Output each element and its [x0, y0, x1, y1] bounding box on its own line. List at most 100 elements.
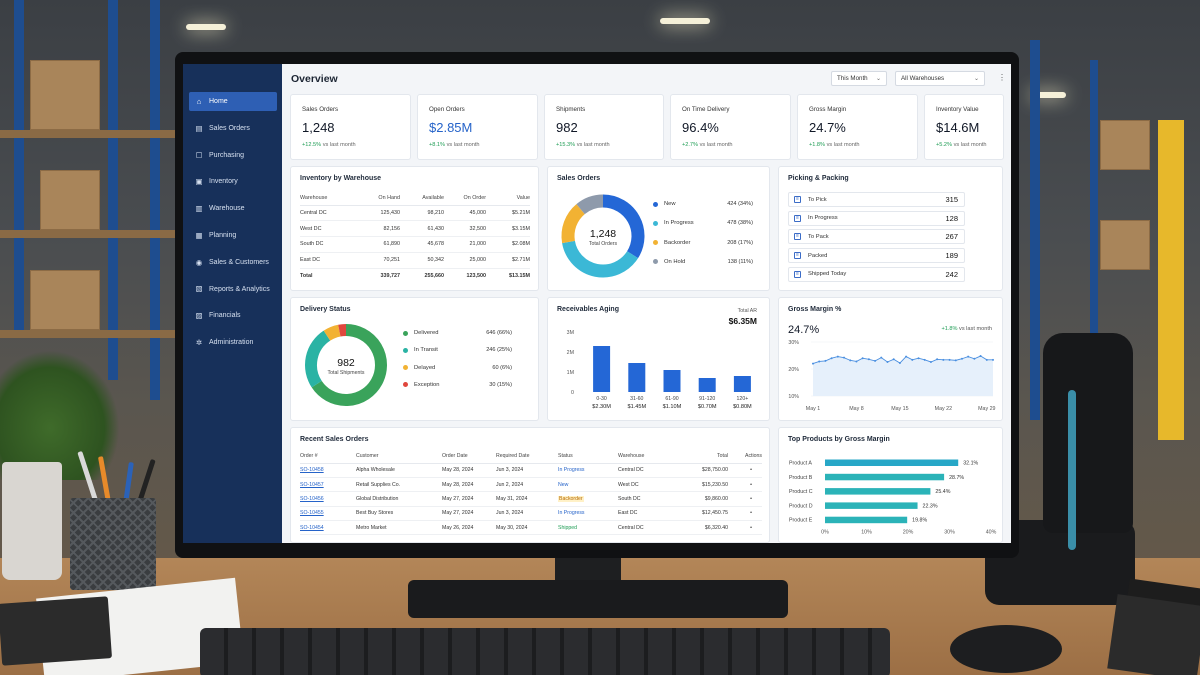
- gross-margin-point: [861, 357, 864, 360]
- sidebar-item-label: Purchasing: [209, 151, 245, 159]
- row-actions-button[interactable]: •: [728, 506, 762, 522]
- table-cell: 339,727: [380, 273, 401, 280]
- kpi-delta-text: vs last month: [322, 142, 356, 148]
- gross-margin-point: [923, 358, 926, 361]
- kpi-delta-value: +5.2%: [936, 142, 953, 148]
- x-tick-label: May 8: [849, 406, 863, 412]
- table-row[interactable]: SO-10455 Best Buy Stores May 27, 2024 Jun 3…: [300, 506, 762, 522]
- required-date-cell: Jun 3, 2024: [496, 506, 558, 522]
- top-bar: Overview This Month ⌄ All Warehouses ⌄ ⋮: [282, 64, 1011, 94]
- gross-margin-point: [948, 358, 951, 361]
- legend-label: Backorder: [664, 239, 691, 246]
- warehouse-dropdown[interactable]: All Warehouses ⌄: [895, 71, 985, 86]
- total-cell: $12,450.75: [672, 506, 728, 522]
- legend-label: In Progress: [664, 220, 694, 227]
- sidebar-item-label: Sales & Customers: [209, 258, 269, 266]
- table-row[interactable]: SO-10457 Retail Supplies Co. May 28, 2024 J…: [300, 477, 762, 493]
- x-tick-label: 61-90: [665, 396, 678, 402]
- page-title: Overview: [291, 73, 338, 85]
- ar-bar: [733, 376, 751, 392]
- period-dropdown-value: This Month: [837, 75, 868, 82]
- kpi-delta-value: +8.1%: [429, 142, 446, 148]
- gross-margin-point: [830, 357, 833, 360]
- total-cell: $15,230.50: [672, 477, 728, 493]
- gross-margin-point: [973, 357, 976, 360]
- sidebar-item-inventory[interactable]: ▣ Inventory: [189, 172, 277, 191]
- sidebar-item-home[interactable]: ⌂ Home: [189, 92, 277, 111]
- gross-margin-line-chart: 30% 20% 10% May 1 May 8 May 15 May 22 May 29: [788, 340, 995, 412]
- gross-margin-point: [886, 360, 889, 363]
- x-tick-label: May 1: [806, 406, 820, 412]
- clipboard-icon: ≡: [794, 252, 801, 260]
- table-row[interactable]: SO-10458 Alpha Wholesale May 28, 2024 Jun 3…: [300, 463, 762, 478]
- cardboard-box: [30, 60, 100, 130]
- sidebar-item-sales-customers[interactable]: ◉ Sales & Customers: [189, 253, 277, 272]
- total-ar-label: Total AR: [737, 308, 757, 314]
- row-actions-button[interactable]: •: [728, 463, 762, 478]
- table-row: West DC 82,156 61,430 32,500 $3.15M: [300, 220, 530, 238]
- sales-orders-center-value: 1,248: [590, 228, 616, 240]
- table-cell: West DC: [300, 220, 356, 238]
- order-link[interactable]: SO-10457: [300, 481, 324, 488]
- sidebar-item-sales-orders[interactable]: ▤ Sales Orders: [189, 119, 277, 138]
- column-header: Order Date: [442, 450, 496, 464]
- status-cell: In Progress: [558, 463, 618, 478]
- row-actions-button[interactable]: •: [728, 520, 762, 536]
- sidebar-item-administration[interactable]: ✲ Administration: [189, 333, 277, 352]
- gross-margin-point: [898, 362, 901, 365]
- picking-row[interactable]: ≡ Shipped Today 242: [788, 266, 965, 282]
- picking-row[interactable]: ≡ In Progress 128: [788, 210, 965, 226]
- row-actions-button[interactable]: •: [728, 491, 762, 507]
- sidebar-item-planning[interactable]: ▦ Planning: [189, 226, 277, 245]
- x-tick-label: 10%: [861, 530, 872, 536]
- status-cell: Shipped: [558, 520, 618, 536]
- legend-dot: [403, 365, 408, 371]
- x-tick-label: May 29: [978, 406, 995, 412]
- sidebar-item-reports-analytics[interactable]: ▧ Reports & Analytics: [189, 280, 277, 299]
- row-actions-button[interactable]: •: [728, 477, 762, 493]
- order-link[interactable]: SO-10455: [300, 510, 324, 517]
- picking-row[interactable]: ≡ To Pick 315: [788, 192, 965, 207]
- more-options-icon[interactable]: ⋮: [998, 73, 1006, 82]
- order-link[interactable]: SO-10458: [300, 467, 324, 474]
- status-cell: Backorder: [558, 491, 618, 507]
- x-tick-label: 0-30: [596, 396, 606, 402]
- sidebar-item-purchasing[interactable]: ▢ Purchasing: [189, 146, 277, 165]
- period-dropdown[interactable]: This Month ⌄: [831, 71, 887, 86]
- order-link[interactable]: SO-10454: [300, 524, 324, 531]
- gross-margin-point: [967, 355, 970, 358]
- kpi-card: Inventory Value $14.6M +5.2% vs last month: [924, 94, 1004, 160]
- sidebar-item-financials[interactable]: ▨ Financials: [189, 306, 277, 325]
- picking-row[interactable]: ≡ To Pack 267: [788, 229, 965, 245]
- table-row[interactable]: SO-10454 Metro Market May 26, 2024 May 30, …: [300, 520, 762, 536]
- warehouse-cell: Central DC: [618, 463, 672, 478]
- home-icon: ⌂: [196, 96, 202, 106]
- legend-item: Exception: [403, 382, 439, 388]
- shelving-rack: [14, 0, 24, 330]
- dashboard-screen: ⌂ Home ▤ Sales Orders ▢ Purchasing ▣ Inventory ▥…: [183, 64, 1011, 543]
- gross-margin-point: [929, 360, 932, 363]
- legend-dot: [653, 201, 658, 207]
- sidebar-item-label: Reports & Analytics: [209, 285, 270, 293]
- ar-bar: [663, 370, 681, 392]
- bar-amount-label: $2.30M: [592, 404, 611, 410]
- column-header: Actions: [728, 450, 762, 464]
- kpi-delta: +15.3% vs last month: [556, 142, 610, 148]
- table-row[interactable]: SO-10456 Global Distribution May 27, 2024 M…: [300, 491, 762, 507]
- picking-row[interactable]: ≡ Packed 189: [788, 248, 965, 264]
- sidebar-item-warehouse[interactable]: ▥ Warehouse: [189, 199, 277, 218]
- order-number-cell: SO-10455: [300, 506, 356, 522]
- order-date-cell: May 27, 2024: [442, 506, 496, 522]
- picking-label: To Pick: [808, 196, 827, 203]
- x-tick-label: May 15: [891, 406, 908, 412]
- product-bar: [825, 459, 959, 466]
- kpi-label: Shipments: [556, 106, 586, 113]
- gross-margin-point: [855, 360, 858, 363]
- kpi-delta: +8.1% vs last month: [429, 142, 480, 148]
- sales-orders-segment-backorder: [561, 204, 586, 244]
- status-badge: Shipped: [558, 524, 578, 531]
- column-header: Value: [486, 191, 530, 206]
- legend-value: 246 (25%): [486, 347, 512, 354]
- gross-margin-point: [818, 360, 821, 363]
- order-link[interactable]: SO-10456: [300, 495, 324, 502]
